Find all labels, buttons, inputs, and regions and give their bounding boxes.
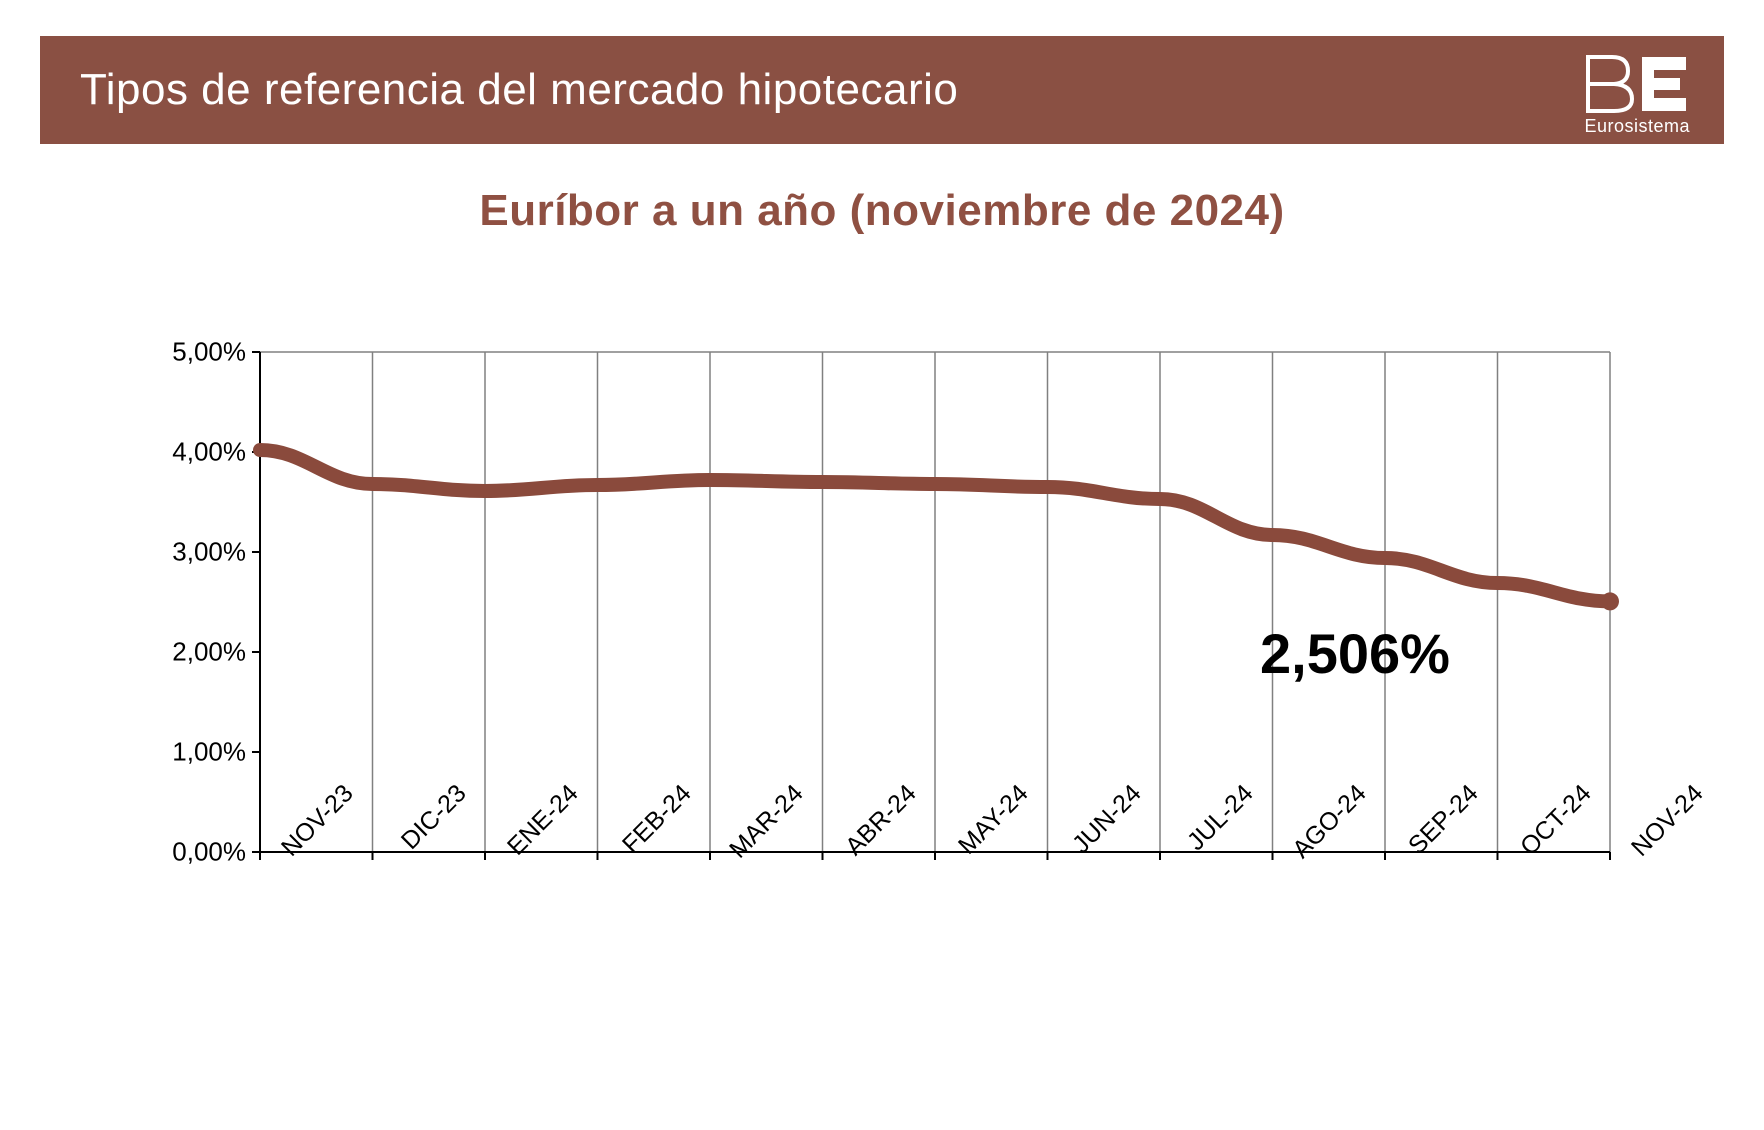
y-tick-label: 4,00% [172, 437, 246, 468]
logo-be: Eurosistema [1584, 53, 1690, 135]
logo-subtitle: Eurosistema [1584, 117, 1690, 135]
y-tick-label: 5,00% [172, 337, 246, 368]
chart-plot-area: 0,00%1,00%2,00%3,00%4,00%5,00% NOV-23DIC… [260, 352, 1610, 852]
y-tick-label: 3,00% [172, 537, 246, 568]
y-tick-label: 2,00% [172, 637, 246, 668]
y-tick-label: 0,00% [172, 837, 246, 868]
x-tick-label: NOV-24 [1604, 779, 1709, 884]
page-root: Tipos de referencia del mercado hipoteca… [0, 0, 1764, 1130]
header-bar: Tipos de referencia del mercado hipoteca… [40, 36, 1724, 144]
final-value-label: 2,506% [1260, 621, 1450, 686]
line-chart-svg [260, 352, 1610, 852]
logo-be-mark [1584, 53, 1690, 115]
y-tick-label: 1,00% [172, 737, 246, 768]
chart-title: Euríbor a un año (noviembre de 2024) [0, 186, 1764, 236]
header-title: Tipos de referencia del mercado hipoteca… [80, 65, 958, 115]
